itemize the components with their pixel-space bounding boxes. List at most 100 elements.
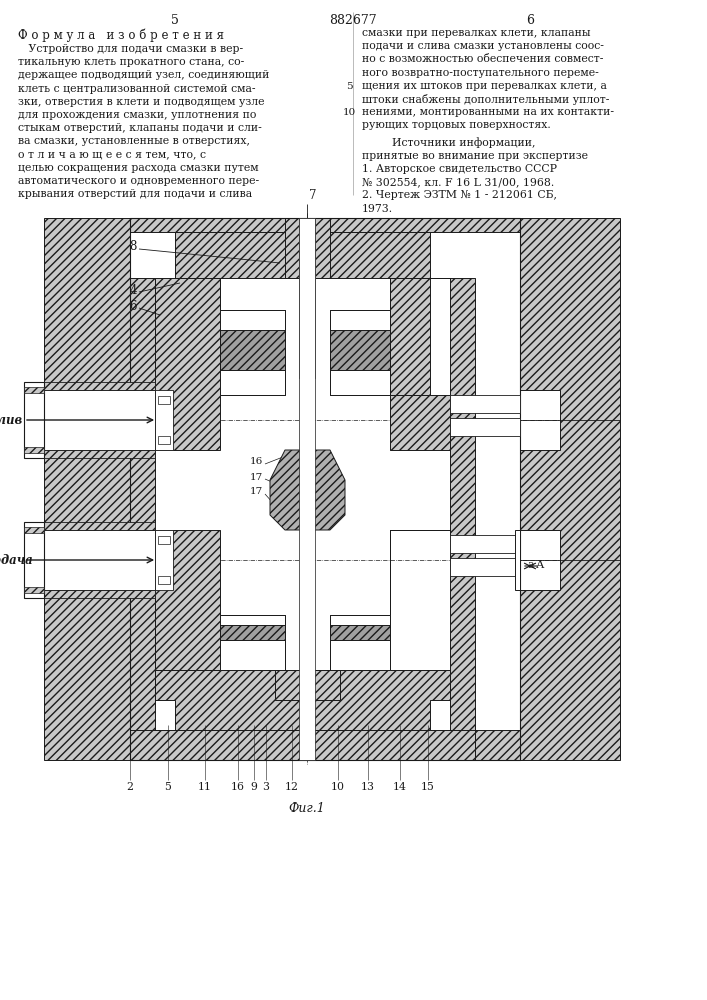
Bar (24, 522, 44, 598)
Bar (300, 445, 314, 535)
Text: Слив: Слив (0, 414, 23, 426)
Polygon shape (130, 730, 520, 760)
Bar (44, 530, 155, 590)
Text: Подача: Подача (0, 554, 33, 566)
Text: 8: 8 (129, 240, 137, 253)
Text: 1. Авторское свидетельство СССР: 1. Авторское свидетельство СССР (362, 164, 557, 174)
Bar (515, 530, 520, 590)
Text: 17: 17 (250, 488, 263, 496)
Text: 2: 2 (127, 782, 134, 792)
Polygon shape (44, 218, 130, 760)
Bar (450, 395, 520, 413)
Text: тикальную клеть прокатного стана, со-: тикальную клеть прокатного стана, со- (18, 57, 244, 67)
Polygon shape (175, 232, 430, 278)
Polygon shape (155, 670, 450, 730)
Text: ного возвратно-поступательного переме-: ного возвратно-поступательного переме- (362, 68, 599, 78)
Text: автоматического и одновременного пере-: автоматического и одновременного пере- (18, 176, 259, 186)
Polygon shape (390, 278, 430, 395)
Bar (24, 387, 44, 393)
Bar (24, 382, 44, 458)
Text: штоки снабжены дополнительными уплот-: штоки снабжены дополнительными уплот- (362, 94, 609, 105)
Bar (330, 615, 390, 670)
Text: Ф о р м у л а   и з о б р е т е н и я: Ф о р м у л а и з о б р е т е н и я (18, 28, 224, 41)
Text: 6: 6 (526, 14, 534, 27)
Bar (220, 310, 285, 395)
Polygon shape (220, 330, 285, 370)
Bar (44, 388, 130, 452)
Polygon shape (130, 278, 155, 760)
Polygon shape (330, 625, 390, 640)
Text: № 302554, кл. F 16 L 31/00, 1968.: № 302554, кл. F 16 L 31/00, 1968. (362, 177, 554, 187)
Text: 9: 9 (250, 782, 257, 792)
Text: 11: 11 (198, 782, 212, 792)
Bar (220, 615, 285, 670)
Text: принятые во внимание при экспертизе: принятые во внимание при экспертизе (362, 151, 588, 161)
Polygon shape (330, 278, 450, 450)
Text: ва смазки, установленные в отверстиях,: ва смазки, установленные в отверстиях, (18, 136, 250, 146)
Text: 4: 4 (129, 284, 137, 296)
Polygon shape (130, 218, 520, 232)
Text: 882677: 882677 (329, 14, 377, 27)
Polygon shape (285, 218, 330, 278)
Bar (44, 528, 130, 592)
Bar (155, 390, 173, 450)
Polygon shape (330, 530, 450, 670)
Bar (44, 450, 155, 458)
Text: 13: 13 (361, 782, 375, 792)
Bar (155, 530, 173, 590)
Bar (24, 527, 44, 533)
Text: 16: 16 (250, 458, 263, 466)
Text: 15: 15 (421, 782, 435, 792)
Text: стыкам отверстий, клапаны подачи и сли-: стыкам отверстий, клапаны подачи и сли- (18, 123, 262, 133)
Bar (299, 218, 315, 760)
Text: 10: 10 (331, 782, 345, 792)
Bar (299, 218, 315, 378)
Text: 3: 3 (262, 782, 269, 792)
Text: 1973.: 1973. (362, 204, 393, 214)
Text: а: а (528, 560, 534, 570)
Text: 17: 17 (250, 473, 263, 482)
Text: но с возможностью обеспечения совмест-: но с возможностью обеспечения совмест- (362, 54, 603, 64)
Text: 5: 5 (165, 782, 171, 792)
Bar (44, 390, 155, 450)
Bar (450, 418, 520, 436)
Text: клеть с централизованной системой сма-: клеть с централизованной системой сма- (18, 84, 255, 94)
Bar (44, 522, 155, 530)
Bar (450, 535, 520, 553)
Text: 12: 12 (285, 782, 299, 792)
Text: 5: 5 (346, 82, 352, 91)
Bar (24, 447, 44, 453)
Polygon shape (450, 278, 475, 760)
Text: зки, отверстия в клети и подводящем узле: зки, отверстия в клети и подводящем узле (18, 97, 264, 107)
Polygon shape (220, 625, 285, 640)
Polygon shape (330, 330, 390, 370)
Text: нениями, монтированными на их контакти-: нениями, монтированными на их контакти- (362, 107, 614, 117)
Text: А: А (536, 560, 544, 570)
Text: держащее подводящий узел, соединяющий: держащее подводящий узел, соединяющий (18, 70, 269, 80)
Polygon shape (155, 530, 285, 670)
Text: крывания отверстий для подачи и слива: крывания отверстий для подачи и слива (18, 189, 252, 199)
Polygon shape (520, 218, 620, 760)
Text: щения их штоков при перевалках клети, а: щения их штоков при перевалках клети, а (362, 81, 607, 91)
Polygon shape (270, 450, 345, 530)
Text: рующих торцовых поверхностях.: рующих торцовых поверхностях. (362, 120, 551, 130)
Bar (24, 587, 44, 593)
Text: для прохождения смазки, уплотнения по: для прохождения смазки, уплотнения по (18, 110, 257, 120)
Bar (450, 558, 520, 576)
Text: 16: 16 (231, 782, 245, 792)
Text: 10: 10 (342, 108, 356, 117)
Text: 7: 7 (309, 189, 317, 202)
Bar (158, 536, 170, 544)
Bar (44, 590, 155, 598)
Text: 14: 14 (393, 782, 407, 792)
Bar (158, 396, 170, 404)
Polygon shape (130, 730, 475, 760)
Text: Фиг.1: Фиг.1 (288, 802, 325, 815)
Text: целью сокращения расхода смазки путем: целью сокращения расхода смазки путем (18, 163, 259, 173)
Bar (158, 576, 170, 584)
Text: о т л и ч а ю щ е е с я тем, что, с: о т л и ч а ю щ е е с я тем, что, с (18, 150, 206, 160)
Text: 2. Чертеж ЭЗТМ № 1 - 212061 СБ,: 2. Чертеж ЭЗТМ № 1 - 212061 СБ, (362, 190, 557, 200)
Text: 6: 6 (129, 300, 137, 312)
Text: подачи и слива смазки установлены соос-: подачи и слива смазки установлены соос- (362, 41, 604, 51)
Bar (44, 382, 155, 390)
